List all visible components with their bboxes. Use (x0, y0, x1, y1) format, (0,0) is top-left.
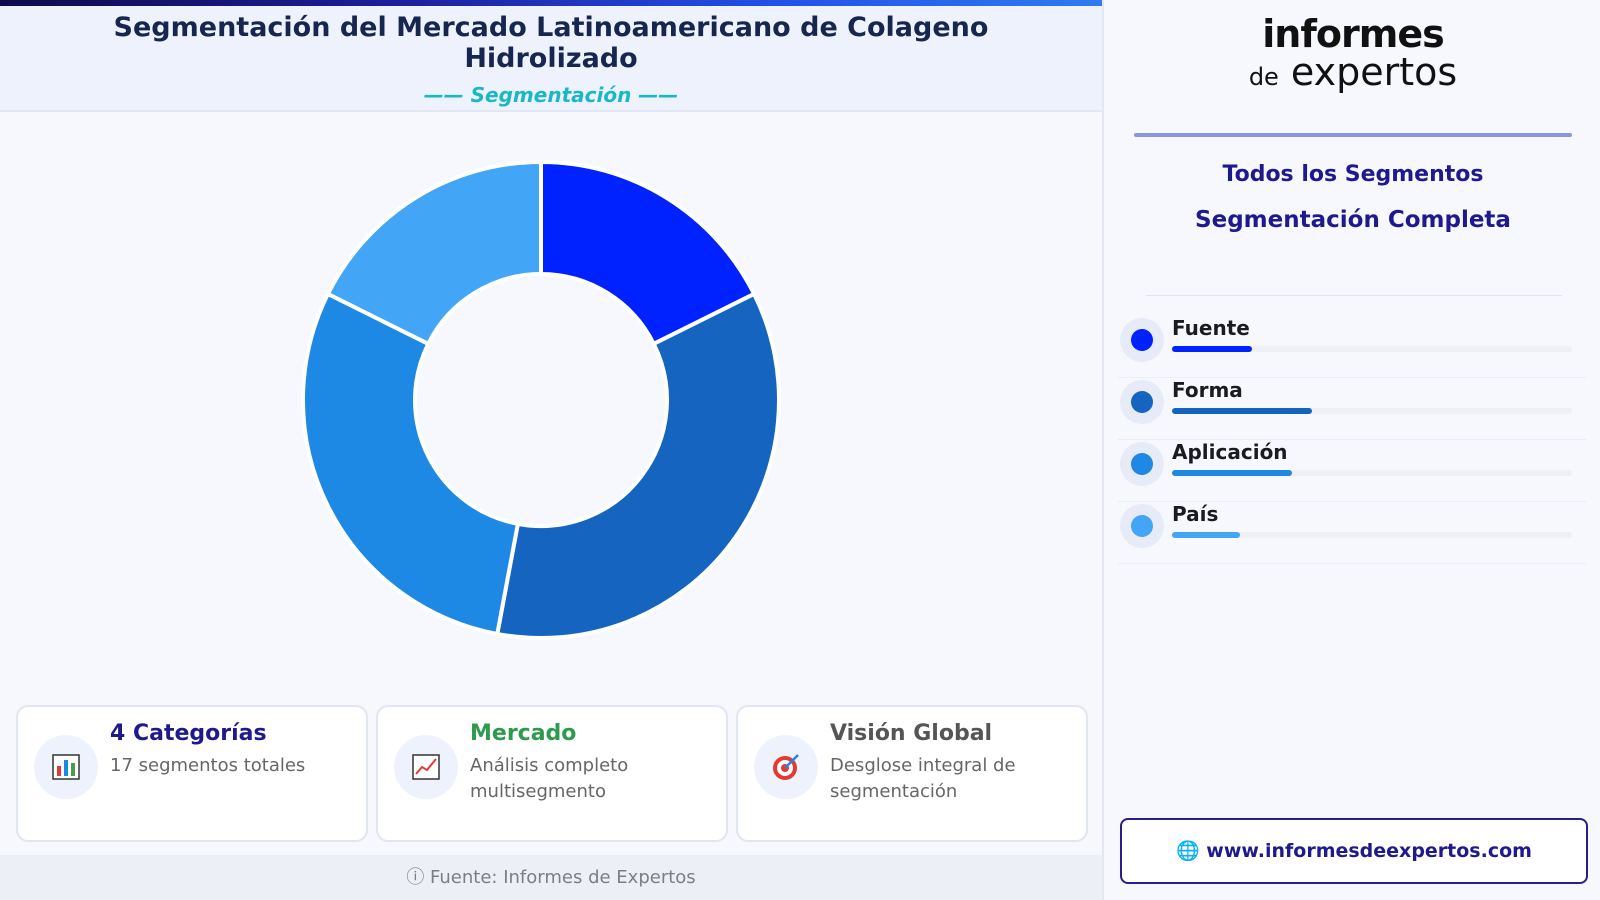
logo-line-1: informes (1262, 12, 1444, 56)
target-icon (754, 735, 818, 799)
legend-label: País (1172, 502, 1219, 526)
stat-card-market: Mercado Análisis completo multisegmento (376, 705, 728, 842)
donut-slice-país[interactable] (325, 159, 543, 347)
bar-chart-icon (34, 735, 98, 799)
main-panel: Segmentación del Mercado Latinoamericano… (0, 0, 1102, 900)
donut-slice-fuente[interactable] (539, 159, 757, 347)
logo-expertos: expertos (1290, 50, 1458, 94)
legend-swatch (1120, 504, 1164, 548)
title-line-2: Hidrolizado (464, 43, 638, 74)
legend-bar-fill (1172, 408, 1312, 414)
legend-bar-track (1172, 470, 1572, 476)
source-note: ⓘ Fuente: Informes de Expertos (0, 855, 1102, 900)
donut-slice-forma[interactable] (494, 291, 781, 640)
legend-dot (1131, 453, 1153, 475)
legend-bar-fill (1172, 532, 1240, 538)
sidebar: informes de expertos Todos los Segmentos… (1102, 0, 1600, 900)
legend-bar-track (1172, 532, 1572, 538)
legend-label: Fuente (1172, 316, 1250, 340)
card-title: Visión Global (830, 721, 993, 746)
sidebar-heading: Todos los Segmentos (1222, 162, 1484, 187)
stat-card-categories: 4 Categorías 17 segmentos totales (16, 705, 368, 842)
legend-dot (1131, 329, 1153, 351)
legend-item[interactable]: Fuente (1118, 316, 1586, 378)
card-title: Mercado (470, 721, 577, 746)
divider (1134, 133, 1572, 137)
card-title: 4 Categorías (110, 721, 267, 746)
legend-label: Forma (1172, 378, 1243, 402)
donut-slice-aplicación[interactable] (301, 291, 521, 637)
donut-chart-area (0, 112, 1102, 692)
card-text: Desglose integral de segmentación (830, 755, 1016, 802)
website-link[interactable]: 🌐 www.informesdeexpertos.com (1120, 818, 1588, 884)
legend-bar-track (1172, 346, 1572, 352)
top-accent-bar (0, 0, 1102, 6)
legend-swatch (1120, 318, 1164, 362)
legend-swatch (1120, 442, 1164, 486)
page-subtitle: —— Segmentación —— (423, 83, 679, 107)
legend-dot (1131, 391, 1153, 413)
donut-chart (301, 159, 781, 640)
divider (1146, 295, 1562, 296)
card-text: Análisis completo multisegmento (470, 755, 629, 802)
legend-bar-fill (1172, 470, 1292, 476)
card-text: 17 segmentos totales (110, 755, 306, 776)
legend-item[interactable]: Forma (1118, 378, 1586, 440)
stat-card-global-vision: Visión Global Desglose integral de segme… (736, 705, 1088, 842)
title-line-1: Segmentación del Mercado Latinoamericano… (113, 12, 989, 43)
header: Segmentación del Mercado Latinoamericano… (0, 6, 1102, 112)
trend-chart-icon (394, 735, 458, 799)
legend-dot (1131, 515, 1153, 537)
legend-label: Aplicación (1172, 440, 1288, 464)
logo: informes de expertos (1104, 14, 1600, 95)
sidebar-subheading: Segmentación Completa (1195, 207, 1511, 233)
logo-de: de (1248, 63, 1279, 91)
legend-item[interactable]: País (1118, 502, 1586, 564)
legend-bar-fill (1172, 346, 1252, 352)
page-title: Segmentación del Mercado Latinoamericano… (0, 12, 1102, 74)
legend-item[interactable]: Aplicación (1118, 440, 1586, 502)
legend-bar-track (1172, 408, 1572, 414)
logo-line-2: de expertos (1104, 53, 1600, 95)
legend-swatch (1120, 380, 1164, 424)
